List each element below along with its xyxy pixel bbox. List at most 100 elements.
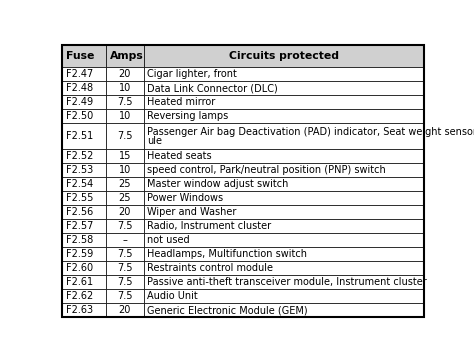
Bar: [62, 123, 106, 149]
Bar: [62, 275, 106, 289]
Text: F2.47: F2.47: [66, 69, 93, 79]
Text: Heated seats: Heated seats: [147, 151, 212, 161]
Text: Passenger Air bag Deactivation (PAD) indicator, Seat weight sensor mod-: Passenger Air bag Deactivation (PAD) ind…: [147, 127, 474, 137]
Bar: [62, 219, 106, 233]
Bar: [106, 275, 144, 289]
Bar: [62, 247, 106, 261]
Bar: [62, 149, 106, 163]
Text: ule: ule: [147, 136, 162, 146]
Bar: [144, 67, 424, 81]
Text: not used: not used: [147, 235, 190, 245]
Text: F2.51: F2.51: [66, 131, 93, 141]
Text: F2.59: F2.59: [66, 249, 93, 259]
Bar: [62, 233, 106, 247]
Bar: [106, 247, 144, 261]
Bar: [106, 149, 144, 163]
Bar: [62, 261, 106, 275]
Bar: [106, 205, 144, 219]
Text: F2.50: F2.50: [66, 111, 93, 121]
Bar: [62, 45, 106, 67]
Text: 25: 25: [118, 193, 131, 203]
Text: F2.55: F2.55: [66, 193, 93, 203]
Text: F2.57: F2.57: [66, 221, 93, 231]
Bar: [144, 149, 424, 163]
Text: 15: 15: [118, 151, 131, 161]
Bar: [144, 123, 424, 149]
Text: F2.61: F2.61: [66, 277, 93, 287]
Text: –: –: [122, 235, 128, 245]
Bar: [144, 81, 424, 95]
Text: 7.5: 7.5: [117, 131, 133, 141]
Bar: [144, 275, 424, 289]
Bar: [144, 95, 424, 109]
Bar: [106, 177, 144, 191]
Bar: [106, 163, 144, 177]
Bar: [144, 219, 424, 233]
Bar: [62, 67, 106, 81]
Text: 20: 20: [118, 69, 131, 79]
Text: Audio Unit: Audio Unit: [147, 291, 198, 301]
Text: 7.5: 7.5: [117, 249, 133, 259]
Bar: [106, 123, 144, 149]
Bar: [106, 67, 144, 81]
Text: F2.52: F2.52: [66, 151, 93, 161]
Bar: [62, 205, 106, 219]
Text: 7.5: 7.5: [117, 277, 133, 287]
Bar: [144, 191, 424, 205]
Bar: [144, 163, 424, 177]
Bar: [144, 247, 424, 261]
Text: 10: 10: [119, 165, 131, 175]
Text: Restraints control module: Restraints control module: [147, 263, 273, 273]
Bar: [62, 109, 106, 123]
Bar: [106, 109, 144, 123]
Text: 7.5: 7.5: [117, 97, 133, 107]
Text: 20: 20: [118, 207, 131, 217]
Text: speed control, Park/neutral position (PNP) switch: speed control, Park/neutral position (PN…: [147, 165, 386, 175]
Text: Circuits protected: Circuits protected: [228, 51, 338, 61]
Text: Passive anti-theft transceiver module, Instrument cluster: Passive anti-theft transceiver module, I…: [147, 277, 427, 287]
Text: Heated mirror: Heated mirror: [147, 97, 216, 107]
Bar: [106, 289, 144, 303]
Bar: [144, 45, 424, 67]
Bar: [106, 45, 144, 67]
Text: Amps: Amps: [110, 51, 144, 61]
Bar: [106, 95, 144, 109]
Bar: [144, 205, 424, 219]
Text: F2.48: F2.48: [66, 83, 93, 93]
Text: Generic Electronic Module (GEM): Generic Electronic Module (GEM): [147, 305, 308, 315]
Text: F2.56: F2.56: [66, 207, 93, 217]
Text: Master window adjust switch: Master window adjust switch: [147, 179, 289, 189]
Text: 20: 20: [118, 305, 131, 315]
Text: 25: 25: [118, 179, 131, 189]
Bar: [144, 303, 424, 317]
Bar: [106, 81, 144, 95]
Bar: [62, 191, 106, 205]
Bar: [62, 289, 106, 303]
Text: 7.5: 7.5: [117, 291, 133, 301]
Bar: [144, 177, 424, 191]
Bar: [62, 81, 106, 95]
Text: Cigar lighter, front: Cigar lighter, front: [147, 69, 237, 79]
Text: 10: 10: [119, 111, 131, 121]
Bar: [144, 233, 424, 247]
Text: Headlamps, Multifunction switch: Headlamps, Multifunction switch: [147, 249, 307, 259]
Text: F2.62: F2.62: [66, 291, 93, 301]
Text: 10: 10: [119, 83, 131, 93]
Bar: [144, 289, 424, 303]
Bar: [106, 233, 144, 247]
Text: 7.5: 7.5: [117, 221, 133, 231]
Bar: [62, 177, 106, 191]
Text: Fuse: Fuse: [66, 51, 94, 61]
Bar: [106, 191, 144, 205]
Bar: [106, 261, 144, 275]
Text: F2.58: F2.58: [66, 235, 93, 245]
Bar: [144, 109, 424, 123]
Bar: [62, 163, 106, 177]
Text: Reversing lamps: Reversing lamps: [147, 111, 228, 121]
Text: F2.49: F2.49: [66, 97, 93, 107]
Text: Power Windows: Power Windows: [147, 193, 223, 203]
Text: F2.63: F2.63: [66, 305, 93, 315]
Text: F2.60: F2.60: [66, 263, 93, 273]
Bar: [106, 219, 144, 233]
Bar: [144, 261, 424, 275]
